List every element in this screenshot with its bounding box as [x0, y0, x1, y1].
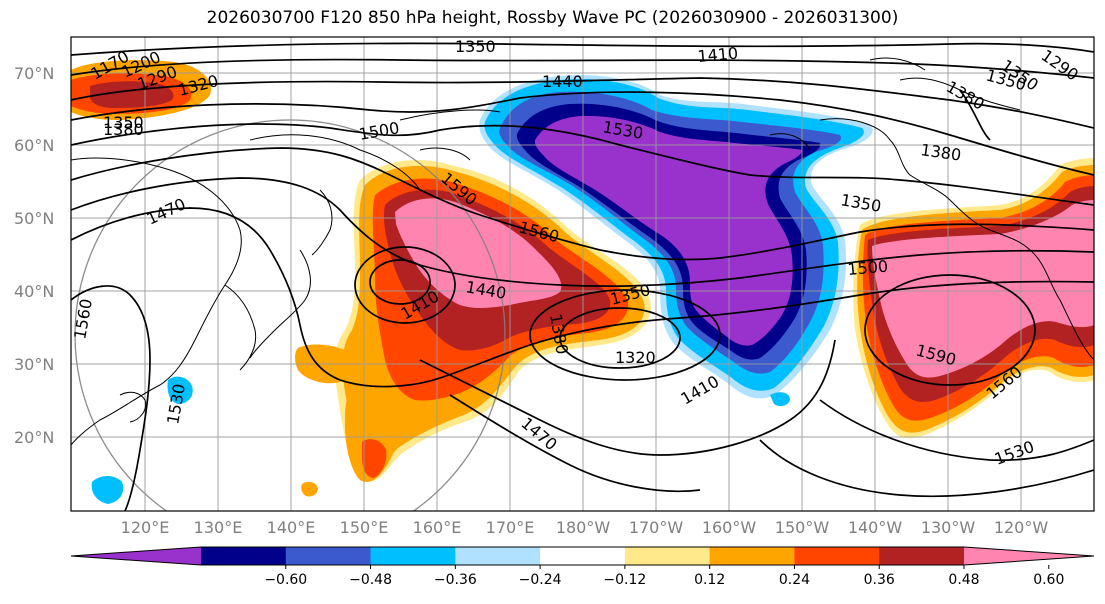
- lon-label: 170°E: [486, 518, 535, 537]
- positive-anomaly-northeast-pacific: [853, 158, 1094, 439]
- lon-label: 140°E: [267, 518, 316, 537]
- lat-label-40: 40°N: [14, 282, 54, 301]
- lon-label: 140°W: [848, 518, 903, 537]
- plot-frame: [70, 36, 1095, 512]
- colorbar-outline: [70, 546, 1095, 566]
- colorbar-tick-label: 0.60: [1033, 572, 1064, 588]
- lat-label-30: 30°N: [14, 355, 54, 374]
- contour-label: 1320: [615, 348, 656, 367]
- colorbar-tick-label: −0.36: [434, 572, 477, 588]
- lat-label-60: 60°N: [14, 136, 54, 155]
- height-contours: [71, 42, 1094, 511]
- contour-label: 1350: [455, 37, 496, 56]
- colorbar: −0.60 −0.48 −0.36 −0.24 −0.12 0.12 0.24 0.36 0.4…: [70, 546, 1095, 588]
- lon-label: 160°W: [702, 518, 757, 537]
- lat-label-50: 50°N: [14, 209, 54, 228]
- lon-label: 150°E: [340, 518, 389, 537]
- lon-label: 180°W: [556, 518, 611, 537]
- colorbar-segment: [879, 547, 965, 565]
- colorbar-tick-label: 0.12: [694, 572, 725, 588]
- lat-label-70: 70°N: [14, 64, 54, 83]
- colorbar-tick-label: 0.24: [779, 572, 810, 588]
- colorbar-segment: [201, 547, 287, 565]
- map-title: 2026030700 F120 850 hPa height, Rossby W…: [206, 8, 899, 28]
- colorbar-tick-label: −0.60: [264, 572, 307, 588]
- contour-label: 1410: [697, 44, 739, 66]
- colorbar-segment: [794, 547, 880, 565]
- lon-label: 130°E: [194, 518, 243, 537]
- lon-label: 130°W: [921, 518, 976, 537]
- graticule: [71, 37, 1094, 511]
- colorbar-extend-low: [71, 547, 201, 565]
- colorbar-extend-high: [964, 547, 1094, 565]
- lon-label: 120°W: [994, 518, 1049, 537]
- colorbar-segment: [624, 547, 711, 565]
- colorbar-tick-label: −0.24: [519, 572, 562, 588]
- lon-label: 160°E: [413, 518, 462, 537]
- contour-label: 1380: [103, 120, 144, 139]
- lon-label: 170°W: [629, 518, 684, 537]
- lon-label: 120°E: [121, 518, 170, 537]
- lon-label: 150°W: [775, 518, 830, 537]
- contour-label: 1500: [847, 257, 889, 279]
- colorbar-tick-label: 0.48: [948, 572, 979, 588]
- colorbar-tick-label: 0.36: [864, 572, 895, 588]
- contour-label: 1440: [542, 72, 583, 91]
- contour-label: 1350: [103, 113, 144, 132]
- colorbar-segment: [709, 547, 795, 565]
- colorbar-segment: [285, 547, 372, 565]
- latitude-labels: 70°N 60°N 50°N 40°N 30°N 20°N: [14, 64, 54, 447]
- negative-anomaly-central-pacific: [91, 74, 873, 504]
- colorbar-segment: [540, 547, 626, 565]
- colorbar-tick-label: −0.48: [349, 572, 392, 588]
- longitude-labels: 120°E 130°E 140°E 150°E 160°E 170°E 180°…: [121, 518, 1049, 537]
- colorbar-segment: [370, 547, 456, 565]
- lat-label-20: 20°N: [14, 428, 54, 447]
- colorbar-segment: [455, 547, 541, 565]
- colorbar-tick-label: −0.12: [603, 572, 646, 588]
